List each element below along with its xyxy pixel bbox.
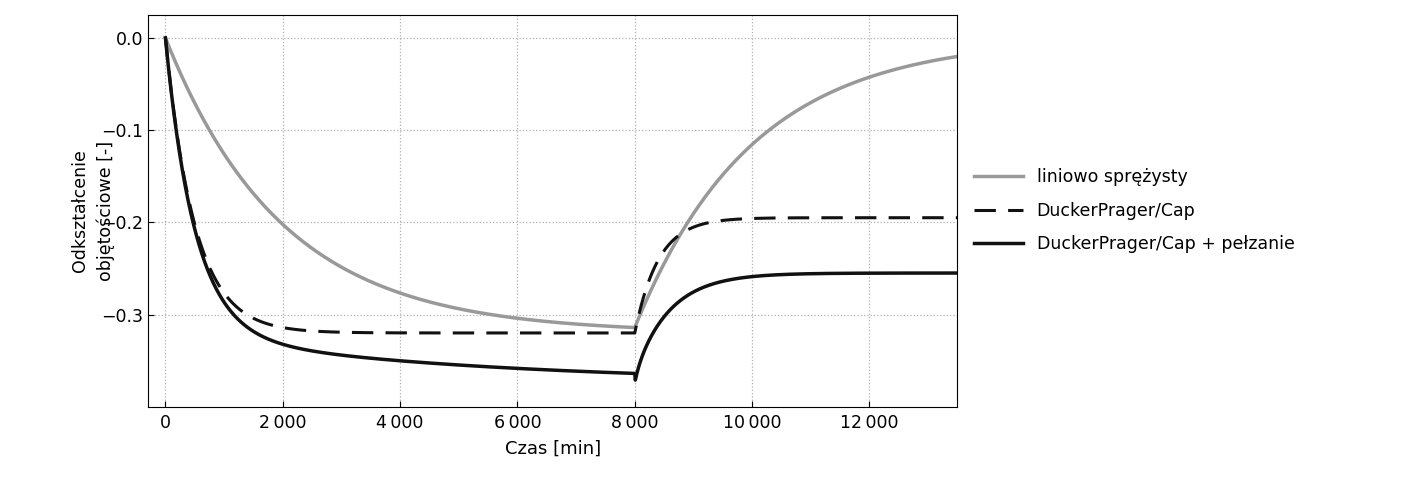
liniowo sprężysty — [627, 324, 643, 330]
DuckerPrager/Cap — [949, 215, 966, 221]
DuckerPrager/Cap + pełzanie — [627, 377, 643, 383]
DuckerPrager/Cap — [627, 330, 643, 336]
DuckerPrager/Cap — [359, 330, 376, 336]
Line: liniowo sprężysty: liniowo sprężysty — [166, 38, 957, 327]
Legend: liniowo sprężysty, DuckerPrager/Cap, DuckerPrager/Cap + pełzanie: liniowo sprężysty, DuckerPrager/Cap, Duc… — [974, 168, 1294, 253]
DuckerPrager/Cap + pełzanie — [158, 35, 175, 41]
DuckerPrager/Cap + pełzanie — [746, 273, 763, 279]
liniowo sprężysty — [158, 35, 175, 41]
liniowo sprężysty — [648, 276, 665, 282]
X-axis label: Czas [min]: Czas [min] — [504, 440, 601, 458]
DuckerPrager/Cap — [158, 35, 175, 41]
DuckerPrager/Cap + pełzanie — [949, 270, 966, 276]
DuckerPrager/Cap — [683, 225, 700, 231]
DuckerPrager/Cap + pełzanie — [610, 370, 627, 376]
DuckerPrager/Cap — [610, 330, 627, 336]
Line: DuckerPrager/Cap: DuckerPrager/Cap — [166, 38, 957, 333]
DuckerPrager/Cap + pełzanie — [683, 290, 700, 296]
DuckerPrager/Cap — [746, 215, 763, 221]
liniowo sprężysty — [179, 86, 196, 92]
DuckerPrager/Cap — [179, 191, 196, 197]
DuckerPrager/Cap + pełzanie — [179, 195, 196, 201]
liniowo sprężysty — [746, 139, 763, 145]
DuckerPrager/Cap + pełzanie — [359, 355, 376, 361]
DuckerPrager/Cap + pełzanie — [648, 324, 665, 330]
Y-axis label: Odkształcenie
objętościowe [-]: Odkształcenie objętościowe [-] — [70, 141, 114, 281]
DuckerPrager/Cap — [648, 261, 665, 267]
liniowo sprężysty — [610, 324, 627, 330]
liniowo sprężysty — [683, 213, 700, 219]
Line: DuckerPrager/Cap + pełzanie: DuckerPrager/Cap + pełzanie — [166, 38, 957, 380]
liniowo sprężysty — [949, 54, 966, 60]
liniowo sprężysty — [359, 277, 376, 283]
